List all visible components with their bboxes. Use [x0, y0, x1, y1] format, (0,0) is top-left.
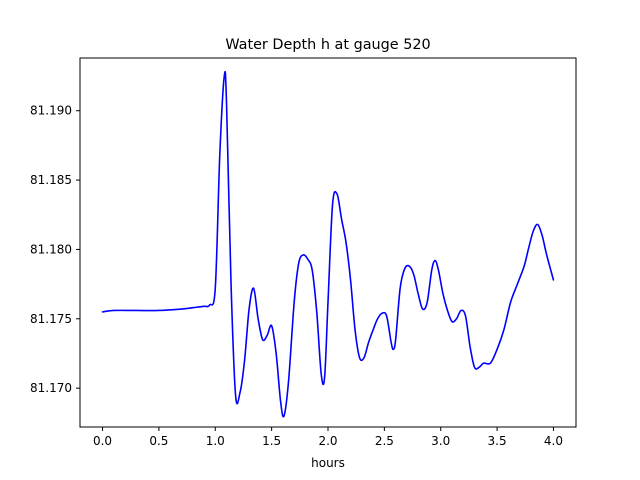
x-axis: 0.0 0.5 1.0 1.5 2.0 2.5 3.0 3.5 4.0 — [93, 427, 563, 448]
x-tick-label: 3.5 — [488, 434, 507, 448]
x-tick-label: 4.0 — [544, 434, 563, 448]
y-tick-label: 81.185 — [30, 173, 72, 187]
x-axis-label: hours — [311, 456, 345, 470]
x-tick-label: 1.0 — [206, 434, 225, 448]
y-tick-label: 81.175 — [30, 312, 72, 326]
series-layer — [101, 71, 555, 418]
y-tick-label: 81.190 — [30, 104, 72, 118]
x-tick-label: 0.5 — [149, 434, 168, 448]
x-tick-label: 0.0 — [93, 434, 112, 448]
x-tick-label: 2.5 — [375, 434, 394, 448]
series-line — [101, 71, 555, 418]
y-tick-label: 81.170 — [30, 381, 72, 395]
x-tick-label: 2.0 — [318, 434, 337, 448]
x-tick-label: 1.5 — [262, 434, 281, 448]
chart-title: Water Depth h at gauge 520 — [225, 37, 430, 53]
y-tick-label: 81.180 — [30, 242, 72, 256]
y-axis: 81.170 81.175 81.180 81.185 81.190 — [30, 104, 80, 395]
x-tick-label: 3.0 — [431, 434, 450, 448]
